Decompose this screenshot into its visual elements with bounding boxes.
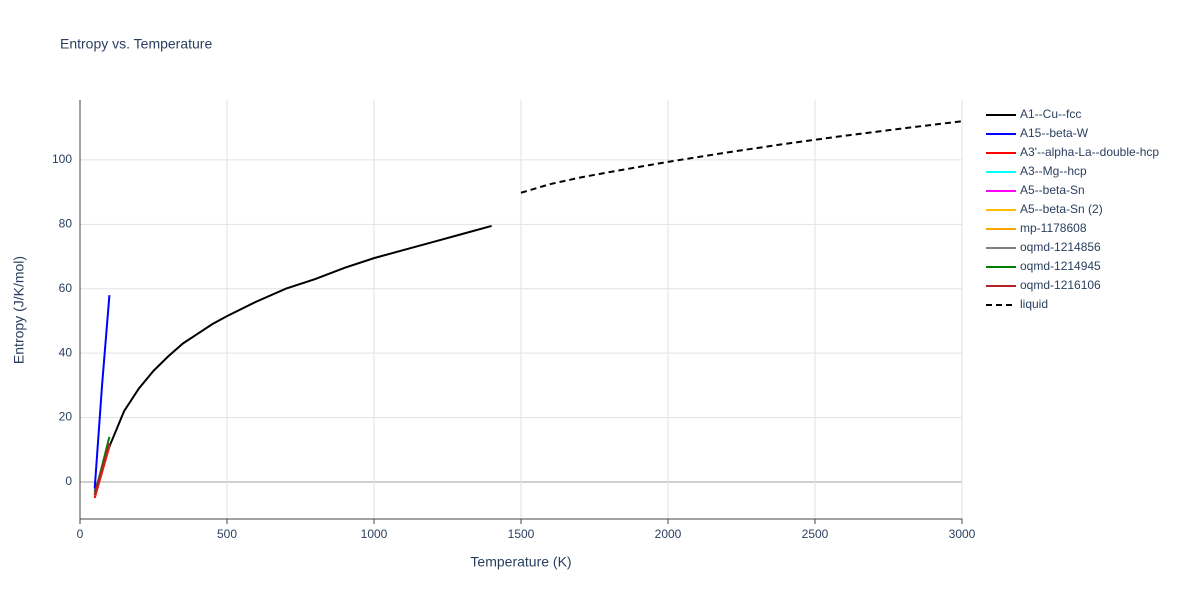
legend-label: A3--Mg--hcp bbox=[1020, 164, 1087, 178]
y-tick-label: 60 bbox=[59, 281, 73, 295]
y-tick-label: 100 bbox=[52, 152, 72, 166]
series-line bbox=[93, 443, 111, 496]
x-axis-title: Temperature (K) bbox=[470, 554, 571, 570]
y-tick-label: 80 bbox=[59, 216, 73, 230]
series-line bbox=[93, 295, 111, 489]
x-tick-label: 3000 bbox=[949, 527, 976, 541]
y-tick-label: 20 bbox=[59, 410, 73, 424]
legend-label: A1--Cu--fcc bbox=[1020, 107, 1081, 121]
y-tick-label: 0 bbox=[65, 474, 72, 488]
legend-label: oqmd-1216106 bbox=[1020, 278, 1101, 292]
series-line bbox=[520, 120, 963, 194]
legend-label: liquid bbox=[1020, 297, 1048, 311]
chart-title: Entropy vs. Temperature bbox=[60, 36, 212, 52]
series-line bbox=[93, 224, 492, 492]
x-tick-label: 1000 bbox=[361, 527, 388, 541]
x-tick-label: 2500 bbox=[802, 527, 829, 541]
y-axis-title: Entropy (J/K/mol) bbox=[11, 256, 27, 364]
legend-label: A5--beta-Sn bbox=[1020, 183, 1085, 197]
legend-label: oqmd-1214945 bbox=[1020, 259, 1101, 273]
legend-label: oqmd-1214856 bbox=[1020, 240, 1101, 254]
x-tick-label: 0 bbox=[77, 527, 84, 541]
x-tick-label: 500 bbox=[217, 527, 237, 541]
legend-label: mp-1178608 bbox=[1020, 221, 1087, 235]
x-tick-label: 2000 bbox=[655, 527, 682, 541]
legend-label: A3'--alpha-La--double-hcp bbox=[1020, 145, 1159, 159]
legend-label: A5--beta-Sn (2) bbox=[1020, 202, 1103, 216]
x-tick-label: 1500 bbox=[508, 527, 535, 541]
legend-label: A15--beta-W bbox=[1020, 126, 1089, 140]
y-tick-label: 40 bbox=[59, 345, 73, 359]
